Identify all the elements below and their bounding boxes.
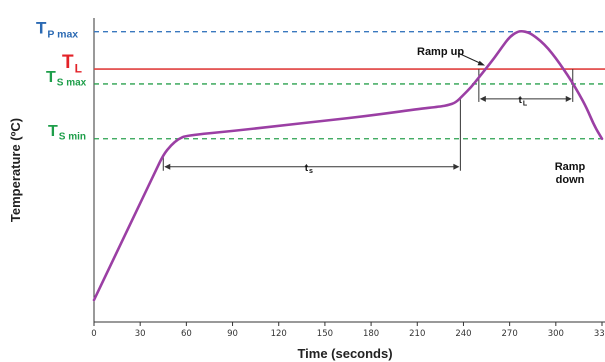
x-tick-label: 0 [91,329,96,339]
interval-label-ts-sub: s [309,168,313,175]
temperature-curve [92,29,604,302]
interval-arrowhead-ts-left [164,163,171,170]
interval-label-tl-sub: L [523,100,528,107]
y-axis-title: Temperature (ºC) [8,118,23,222]
x-tick-label: 30 [135,329,146,339]
level-label-tsmax-main: T [46,69,56,86]
axes: 0 30 60 90 120 150 180 210 240 270 300 330 [91,18,605,339]
level-label-tsmax: TS max [46,69,87,89]
temperature-curve-line [92,29,604,302]
interval-arrowhead-tl-right [565,95,572,102]
level-label-tl-main: T [62,52,74,73]
x-tick-label: 210 [409,329,425,339]
x-tick-label: 150 [317,329,333,339]
ramp-down-label-line2: down [556,174,585,186]
ramp-down-label-line1: Ramp [555,161,586,173]
interval-arrowhead-tl-left [479,95,486,102]
x-tick-label: 300 [548,329,564,339]
level-label-tp-sub: P max [47,28,78,40]
interval-label-ts: ts [305,163,313,175]
level-label-tp-main: T [36,19,47,38]
ramp-up-label: Ramp up [417,46,464,58]
x-tick-label: 90 [227,329,238,339]
level-label-tp: TP max [36,19,78,41]
ramp-up-leader [457,52,483,65]
interval-label-tl: tL [518,95,527,107]
ramp-up-arrowhead [477,60,485,66]
interval-label-tl-main: t [518,95,522,106]
level-label-tsmax-sub: S max [57,77,87,88]
level-label-tsmin: TS min [48,123,86,143]
level-label-tl-sub: L [75,61,82,75]
level-label-tsmin-main: T [48,123,58,140]
x-tick-label: 60 [181,329,192,339]
interval-label-ts-main: t [305,163,309,174]
interval-arrowhead-ts-right [453,163,460,170]
x-tick-label: 330 [594,329,605,339]
x-tick-label: 270 [502,329,518,339]
annotations: Ramp up Ramp down [417,46,586,186]
x-tick-label: 180 [363,329,379,339]
x-tick-label: 120 [271,329,287,339]
level-label-tl: TL [62,52,82,75]
x-axis-title: Time (seconds) [297,346,392,361]
level-label-tsmin-sub: S min [59,131,86,142]
x-tick-label: 240 [455,329,471,339]
